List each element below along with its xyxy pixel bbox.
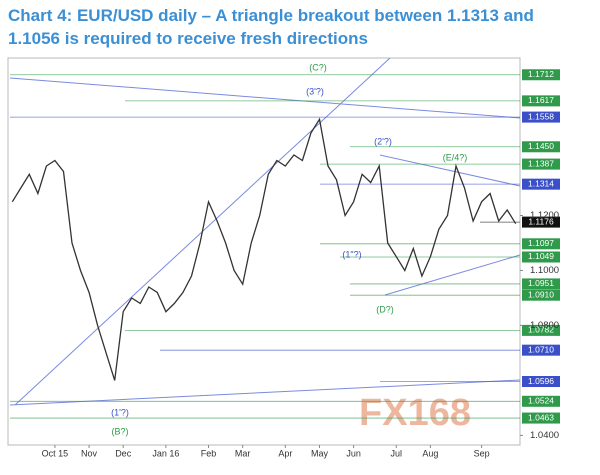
x-tick-label: Sep	[474, 448, 490, 458]
level-label: 1.1617	[528, 95, 554, 105]
trend-line	[9, 77, 521, 119]
level-label: 1.1712	[528, 69, 554, 79]
level-label: 1.0782	[528, 325, 554, 335]
level-box	[522, 95, 560, 107]
level-box	[522, 216, 560, 228]
y-tick-label: 1.1200	[530, 210, 559, 221]
level-box	[522, 289, 560, 301]
wave-label: (3'?)	[306, 86, 324, 96]
y-tick-label: 1.0800	[530, 320, 559, 331]
level-label: 1.0524	[528, 396, 554, 406]
x-tick-label: Jan 16	[152, 448, 179, 458]
level-label: 1.0910	[528, 289, 554, 299]
level-box	[522, 158, 560, 170]
y-tick-label: 1.1000	[530, 265, 559, 276]
level-box	[522, 376, 560, 388]
wave-label: (1'?)	[111, 407, 129, 417]
trend-line	[9, 379, 521, 406]
level-box	[522, 141, 560, 153]
x-tick-label: Nov	[81, 448, 98, 458]
level-box	[522, 278, 560, 290]
level-label: 1.0951	[528, 278, 554, 288]
price-line	[11, 117, 517, 381]
wave-label: (E/4?)	[443, 152, 468, 162]
level-box	[522, 238, 560, 250]
x-tick-label: Jun	[346, 448, 361, 458]
level-label: 1.1097	[528, 238, 554, 248]
level-label: 1.0710	[528, 344, 554, 354]
x-tick-label: Jul	[391, 448, 403, 458]
x-tick-label: Dec	[115, 448, 132, 458]
level-label: 1.0596	[528, 376, 554, 386]
x-tick-label: Oct 15	[42, 448, 69, 458]
wave-label: (2'?)	[374, 136, 392, 146]
trend-line	[379, 154, 521, 187]
level-box	[522, 412, 560, 424]
y-tick-label: 1.0400	[530, 430, 559, 441]
level-box	[522, 395, 560, 407]
wave-label: (C?)	[309, 62, 327, 72]
x-tick-label: Mar	[235, 448, 251, 458]
x-tick-label: May	[311, 448, 329, 458]
level-label: 1.1049	[528, 251, 554, 261]
chart-title: Chart 4: EUR/USD daily – A triangle brea…	[8, 6, 534, 48]
trend-line	[384, 254, 521, 296]
x-tick-label: Feb	[201, 448, 217, 458]
level-box	[522, 251, 560, 263]
x-tick-label: Apr	[278, 448, 292, 458]
level-label: 1.1387	[528, 158, 554, 168]
level-label: 1.1314	[528, 178, 554, 188]
level-label: 1.1176	[528, 216, 554, 226]
level-box	[522, 178, 560, 190]
x-tick-label: Aug	[422, 448, 438, 458]
wave-label: (D?)	[376, 304, 394, 314]
level-box	[522, 69, 560, 81]
plot-area	[7, 57, 521, 446]
level-label: 1.1450	[528, 141, 554, 151]
level-box	[522, 324, 560, 336]
watermark: FX168	[359, 392, 471, 434]
level-label: 1.0463	[528, 412, 554, 422]
level-box	[522, 111, 560, 123]
level-label: 1.1558	[528, 111, 554, 121]
wave-label: (1"?)	[342, 249, 361, 259]
level-box	[522, 344, 560, 356]
wave-label: (B?)	[111, 426, 128, 436]
